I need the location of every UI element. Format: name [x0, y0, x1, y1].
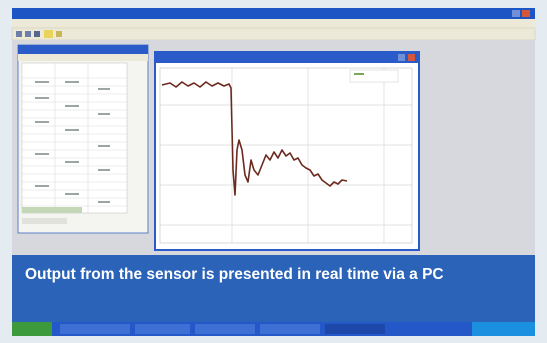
legend	[350, 70, 398, 82]
menu-bar	[12, 19, 535, 28]
taskbar-item[interactable]	[60, 324, 130, 334]
window-title-bar	[155, 52, 419, 63]
legend-swatch	[354, 73, 364, 75]
window-menu	[18, 54, 148, 61]
screenshot: Output from the sensor is presented in r…	[0, 0, 547, 343]
toolbar	[12, 28, 535, 40]
taskbar-item[interactable]	[260, 324, 320, 334]
taskbar-item[interactable]	[135, 324, 190, 334]
window-status	[22, 218, 67, 224]
data-table	[22, 63, 127, 213]
close-button[interactable]	[522, 10, 530, 17]
tool-icon[interactable]	[34, 31, 40, 37]
start-button[interactable]	[12, 322, 52, 336]
tool-icon[interactable]	[25, 31, 31, 37]
caption: Output from the sensor is presented in r…	[25, 266, 444, 283]
data-window	[18, 45, 148, 233]
page: Output from the sensor is presented in r…	[0, 0, 547, 343]
window-button[interactable]	[398, 54, 405, 61]
system-tray	[472, 322, 535, 336]
tool-icon[interactable]	[56, 31, 62, 37]
taskbar-item[interactable]	[195, 324, 255, 334]
chart-window	[155, 52, 419, 250]
taskbar-item[interactable]	[325, 324, 385, 334]
app-title-bar	[12, 8, 535, 19]
tool-icon[interactable]	[16, 31, 22, 37]
selected-row[interactable]	[22, 207, 82, 213]
close-button[interactable]	[408, 54, 415, 61]
window-button[interactable]	[512, 10, 520, 17]
window-title-bar	[18, 45, 148, 54]
tool-icon[interactable]	[44, 30, 53, 38]
